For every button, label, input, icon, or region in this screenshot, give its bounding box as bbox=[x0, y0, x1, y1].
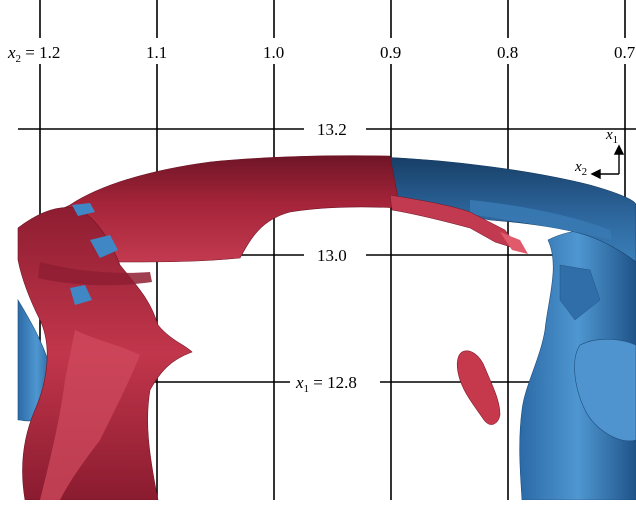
label-mask-13.2 bbox=[304, 118, 366, 140]
triad-x2-label: x2 bbox=[575, 160, 587, 178]
blue-surface-patch-3 bbox=[72, 203, 95, 216]
x2-tick-label-1.2: 1.2 bbox=[39, 43, 61, 62]
label-mask-12.8 bbox=[290, 371, 380, 393]
blue-surface-patch-1 bbox=[90, 235, 118, 258]
triad-x2-var: x bbox=[575, 159, 582, 175]
red-surface-left-strands bbox=[38, 262, 152, 286]
label-mask-top bbox=[0, 38, 636, 64]
x1-tick-label-12.8: 12.8 bbox=[327, 373, 357, 392]
blue-surface-patch-2 bbox=[70, 285, 92, 305]
blue-surface-right-bulge bbox=[574, 338, 636, 442]
x2-tick-label-0.9: 0.9 bbox=[380, 43, 402, 62]
x1-tick-label-13.0: 13.0 bbox=[317, 246, 347, 265]
x2-sub: 2 bbox=[15, 53, 22, 65]
x1-tick-label-13.2: 13.2 bbox=[317, 120, 347, 139]
triad-x2-sub: 2 bbox=[581, 166, 588, 178]
red-surface-arch-tip bbox=[500, 232, 528, 254]
coordinate-triad bbox=[590, 144, 625, 180]
x1-axis-name: x1 = 12.8 bbox=[296, 374, 357, 395]
x2-eq: = bbox=[25, 43, 35, 62]
triad-x1-label: x1 bbox=[606, 128, 618, 146]
triad-x1-var: x bbox=[606, 127, 613, 143]
x2-axis-name: x2 = 1.2 bbox=[8, 44, 60, 65]
label-mask-13.0 bbox=[304, 244, 366, 266]
x2-tick-label-1.1: 1.1 bbox=[146, 43, 168, 62]
x1-var: x bbox=[296, 373, 304, 392]
blue-surface-right-detail bbox=[559, 264, 601, 321]
red-surface-left-highlight bbox=[40, 330, 140, 500]
triad-x1-sub: 1 bbox=[612, 134, 619, 146]
x1-sub: 1 bbox=[303, 383, 310, 395]
x2-tick-label-0.7: 0.7 bbox=[614, 43, 636, 62]
blue-surface-arch-strands bbox=[470, 200, 612, 240]
red-surface-small-blob bbox=[456, 350, 501, 425]
x1-eq: = bbox=[313, 373, 323, 392]
x2-tick-label-0.8: 0.8 bbox=[497, 43, 519, 62]
x2-tick-label-1.0: 1.0 bbox=[263, 43, 285, 62]
x2-var: x bbox=[8, 43, 16, 62]
